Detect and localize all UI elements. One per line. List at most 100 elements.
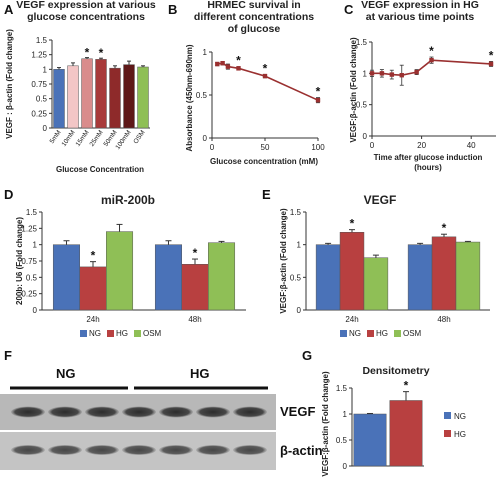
chart-g-title: Densitometry — [362, 365, 429, 377]
chart-d-legend-label: OSM — [143, 329, 162, 338]
western-blot: NG HG VEGF β-actin — [0, 366, 323, 470]
chart-c-xlabel: (hours) — [414, 163, 442, 172]
chart-g-legend-swatch — [444, 430, 451, 437]
chart-d-legend-swatch — [107, 330, 114, 337]
chart-d-legend-swatch — [134, 330, 141, 337]
chart-d-ytick-label: 0 — [33, 306, 38, 315]
chart-b-significance-star: * — [263, 61, 268, 75]
chart-c-ytick-label: 0 — [363, 132, 368, 141]
chart-a-title: glucose concentrations — [27, 11, 145, 23]
chart-e-title: VEGF — [364, 193, 397, 207]
blot-band-vegf — [48, 406, 82, 418]
chart-e-ytick-label: 1.5 — [290, 208, 302, 217]
chart-d-significance-star: * — [91, 249, 96, 263]
chart-b-data-point — [215, 61, 220, 67]
chart-e-legend-swatch — [394, 330, 401, 337]
chart-c-ytick-label: 1.5 — [356, 38, 368, 47]
blot-band-actin — [233, 445, 267, 455]
chart-d-xtick-label: 48h — [188, 315, 201, 324]
blot-band-vegf — [85, 406, 119, 418]
chart-a-bar — [109, 67, 121, 129]
chart-d-ytick-label: 1.25 — [21, 224, 37, 233]
blot-band-actin — [196, 445, 230, 455]
chart-e-bar-ng — [407, 244, 433, 311]
chart-d-title: miR-200b — [101, 193, 155, 207]
panel-letter-g: G — [302, 348, 312, 363]
chart-a-bar — [137, 66, 149, 129]
blot-label-vegf: VEGF — [280, 404, 315, 419]
chart-c-significance-star: * — [489, 48, 494, 62]
chart-e-ytick-label: 1 — [297, 241, 302, 250]
chart-b-xtick-label: 0 — [210, 143, 215, 152]
chart-d-ylabel: 200b: U6 (Fold change) — [15, 217, 24, 305]
chart-c-xtick-label: 0 — [370, 141, 375, 150]
chart-b-significance-star: * — [236, 54, 241, 68]
panel-letter-f: F — [4, 348, 12, 363]
chart-d-mir200b: miR-200b 0 0.25 0.5 0.75 1 1.25 1.5 * 24h * 48h NG HG… — [15, 193, 246, 338]
chart-e-xtick-label: 48h — [437, 315, 450, 324]
chart-g-legend-swatch — [444, 412, 451, 419]
chart-b-data-point — [236, 66, 241, 71]
chart-c-ytick-label: 0.5 — [356, 101, 368, 110]
chart-a-ytick-label: 1 — [43, 65, 48, 74]
chart-a-xtick-label: 25mM — [89, 129, 105, 148]
chart-e-ytick-label: 0 — [297, 306, 302, 315]
chart-a-xtick-label: 15mM — [75, 129, 91, 148]
chart-c-data-point — [414, 69, 419, 75]
chart-e-vegf: VEGF 0 0.5 1 1.5 * 24h * 48h NG HG OSM VEGF:β-actin … — [279, 193, 490, 338]
chart-e-ytick-label: 0.5 — [290, 273, 302, 282]
chart-a-bar — [123, 64, 135, 129]
chart-c-significance-star: * — [429, 44, 434, 58]
chart-g-ylabel: VEGF:β-actin (Fold change) — [321, 371, 330, 477]
blot-band-vegf — [233, 406, 267, 418]
chart-a-ytick-label: 0 — [43, 124, 48, 133]
chart-d-xtick-label: 24h — [86, 315, 99, 324]
chart-g-ytick-label: 1.5 — [336, 384, 348, 393]
chart-c-xtick-label: 20 — [417, 141, 426, 150]
chart-g-ytick-label: 0.5 — [336, 436, 348, 445]
blot-label-actin: β-actin — [280, 443, 323, 458]
chart-d-bar-ng — [154, 244, 182, 311]
chart-b-ytick-label: 0 — [203, 134, 208, 143]
chart-e-ylabel: VEGF:β-actin (Fold change) — [279, 208, 288, 314]
blot-band-actin — [122, 445, 156, 455]
chart-a-bar — [53, 69, 65, 129]
chart-e-legend-label: HG — [376, 329, 388, 338]
chart-g-legend-label: HG — [454, 430, 466, 439]
blot-band-actin — [159, 445, 193, 455]
panel-letter-b: B — [168, 2, 177, 17]
chart-c-ytick-label: 1 — [363, 69, 368, 78]
chart-a-bar — [95, 59, 107, 129]
chart-a-xtick-label: 10mM — [61, 129, 77, 148]
chart-e-significance-star: * — [442, 221, 447, 235]
chart-b-title: HRMEC survival in — [207, 0, 300, 11]
chart-c-data-point — [429, 57, 434, 63]
panel-letter-c: C — [344, 2, 354, 17]
chart-b-title: of glucose — [228, 23, 281, 35]
chart-c-xlabel: Time after glucose induction — [374, 153, 483, 162]
chart-e-legend-label: OSM — [403, 329, 422, 338]
blot-band-vegf — [122, 406, 156, 418]
chart-a-ytick-label: 0.25 — [31, 109, 47, 118]
chart-b-data-point — [220, 60, 225, 66]
chart-a-ytick-label: 1.25 — [31, 51, 47, 60]
chart-b-ytick-label: 1 — [203, 48, 208, 57]
chart-a-title: VEGF expression at various — [16, 0, 156, 11]
chart-e-bar-osm — [363, 257, 389, 311]
chart-e-legend-label: NG — [349, 329, 361, 338]
chart-b-xtick-label: 50 — [261, 143, 270, 152]
chart-c-title: at various time points — [366, 11, 475, 23]
chart-d-ytick-label: 0.25 — [21, 290, 37, 299]
chart-c-data-point — [369, 71, 375, 76]
chart-b-significance-star: * — [316, 85, 321, 99]
chart-b-ytick-label: 0.5 — [196, 91, 208, 100]
chart-d-ytick-label: 0.75 — [21, 257, 37, 266]
blot-band-vegf — [11, 406, 45, 418]
chart-e-bar-ng — [315, 244, 341, 311]
chart-g-bar-ng — [353, 413, 387, 467]
chart-c-data-point — [379, 71, 385, 76]
